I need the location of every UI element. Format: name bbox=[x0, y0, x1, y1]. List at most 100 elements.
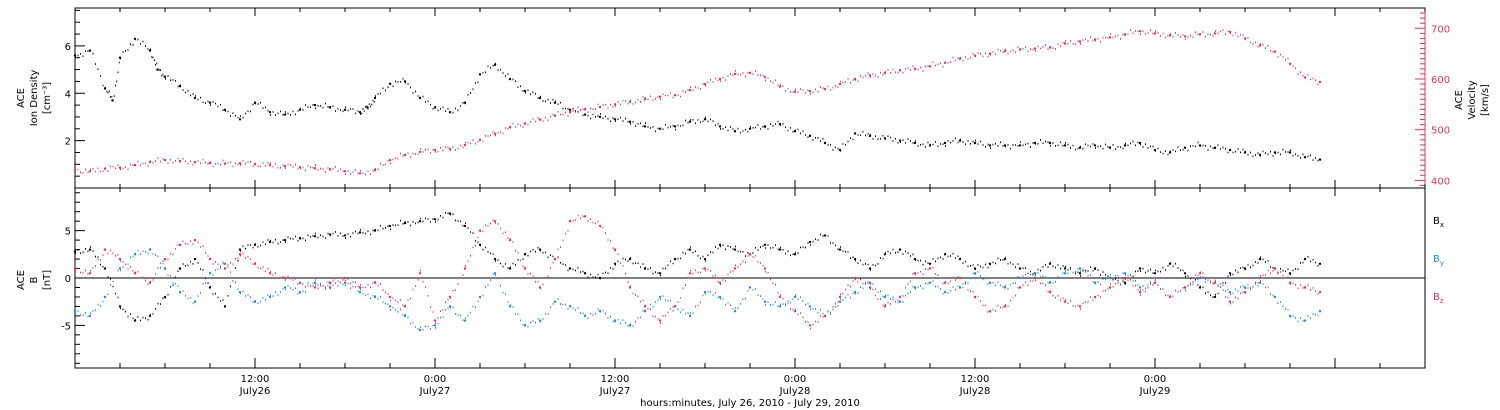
legend-entry-by: By bbox=[1433, 254, 1444, 267]
bx-point bbox=[973, 267, 977, 270]
density-point bbox=[688, 120, 692, 123]
bx-point bbox=[328, 233, 332, 236]
velocity-point bbox=[1138, 30, 1142, 33]
bz-point bbox=[718, 281, 722, 284]
density-dots bbox=[75, 38, 1321, 162]
bz-point bbox=[523, 267, 527, 270]
density-point bbox=[1303, 156, 1307, 159]
bz-point bbox=[373, 281, 377, 284]
bx-point bbox=[1303, 257, 1307, 261]
bx-point bbox=[778, 248, 782, 251]
by-point bbox=[193, 300, 197, 303]
bx-point bbox=[1063, 267, 1067, 270]
bx-point bbox=[538, 248, 542, 251]
velocity-point bbox=[823, 87, 827, 91]
bz-point bbox=[463, 267, 467, 270]
bx-point bbox=[928, 262, 932, 265]
bx-point bbox=[178, 267, 182, 270]
bz-point bbox=[238, 253, 242, 256]
density-point bbox=[778, 122, 782, 126]
density-point bbox=[1123, 144, 1127, 147]
legend-subscript: y bbox=[1440, 259, 1444, 267]
by-point bbox=[433, 324, 437, 327]
velocity-point bbox=[358, 172, 362, 175]
velocity-point bbox=[1003, 49, 1007, 53]
by-dots bbox=[75, 247, 1321, 331]
velocity-point bbox=[523, 122, 527, 125]
velocity-point bbox=[313, 167, 317, 170]
velocity-point bbox=[328, 168, 332, 171]
velocity-point bbox=[808, 90, 812, 93]
bx-point bbox=[133, 319, 137, 322]
by-point bbox=[568, 305, 572, 308]
by-point bbox=[493, 272, 497, 275]
bz-point bbox=[1033, 276, 1037, 280]
velocity-point bbox=[1303, 76, 1307, 79]
by-point bbox=[1288, 314, 1292, 318]
bz-point bbox=[418, 272, 422, 275]
by-point bbox=[718, 295, 722, 299]
bx-point bbox=[1003, 257, 1007, 261]
bz-point bbox=[1108, 286, 1112, 289]
velocity-point bbox=[718, 77, 722, 81]
by-point bbox=[1318, 310, 1322, 313]
density-point bbox=[148, 49, 152, 52]
bx-point bbox=[238, 248, 242, 251]
density-point bbox=[88, 49, 92, 52]
bx-point bbox=[1078, 272, 1082, 275]
bz-point bbox=[88, 272, 92, 275]
bx-point bbox=[1288, 272, 1292, 275]
bx-point bbox=[523, 253, 527, 256]
velocity-point bbox=[688, 88, 692, 92]
by-point bbox=[688, 314, 692, 318]
by-point bbox=[583, 314, 587, 318]
density-point bbox=[268, 111, 272, 114]
density-point bbox=[1273, 151, 1277, 154]
by-point bbox=[238, 291, 242, 294]
bx-point bbox=[403, 221, 407, 225]
by-point bbox=[748, 286, 752, 289]
bz-point bbox=[208, 257, 212, 261]
bz-point bbox=[898, 295, 902, 299]
bx-point bbox=[388, 224, 392, 228]
velocity-point bbox=[1123, 33, 1127, 36]
by-point bbox=[328, 286, 332, 289]
density-point bbox=[1063, 144, 1067, 147]
bx-point bbox=[943, 253, 947, 256]
bz-point bbox=[1078, 305, 1082, 308]
by-point bbox=[118, 267, 122, 270]
by-point bbox=[928, 281, 932, 284]
density-point bbox=[808, 134, 812, 138]
bx-point bbox=[118, 305, 122, 308]
velocity-point bbox=[1153, 32, 1157, 35]
by-point bbox=[838, 300, 842, 303]
bz-point bbox=[118, 257, 122, 261]
bz-point bbox=[1273, 267, 1277, 270]
density-point bbox=[853, 132, 857, 135]
bz-point bbox=[808, 324, 812, 327]
density-point bbox=[988, 144, 992, 147]
bx-point bbox=[163, 295, 167, 299]
bx-point bbox=[1213, 295, 1217, 299]
density-point bbox=[388, 82, 392, 86]
bz-point bbox=[673, 305, 677, 308]
time-tick-label: 12:00 bbox=[961, 374, 990, 385]
bz-point bbox=[928, 267, 932, 270]
bx-point bbox=[448, 212, 452, 215]
density-point bbox=[448, 111, 452, 114]
velocity-point bbox=[178, 159, 182, 163]
density-point bbox=[703, 118, 707, 121]
bz-point bbox=[1303, 286, 1307, 289]
velocity-point bbox=[418, 150, 422, 154]
bz-point bbox=[1318, 291, 1322, 294]
density-point bbox=[748, 127, 752, 130]
bfield-axis-label-line1: ACE bbox=[16, 270, 27, 290]
bx-point bbox=[1153, 272, 1157, 275]
velocity-point bbox=[193, 160, 197, 164]
bz-point bbox=[943, 281, 947, 284]
bz-point bbox=[1243, 291, 1247, 294]
velocity-point bbox=[478, 138, 482, 141]
bx-point bbox=[418, 220, 422, 223]
